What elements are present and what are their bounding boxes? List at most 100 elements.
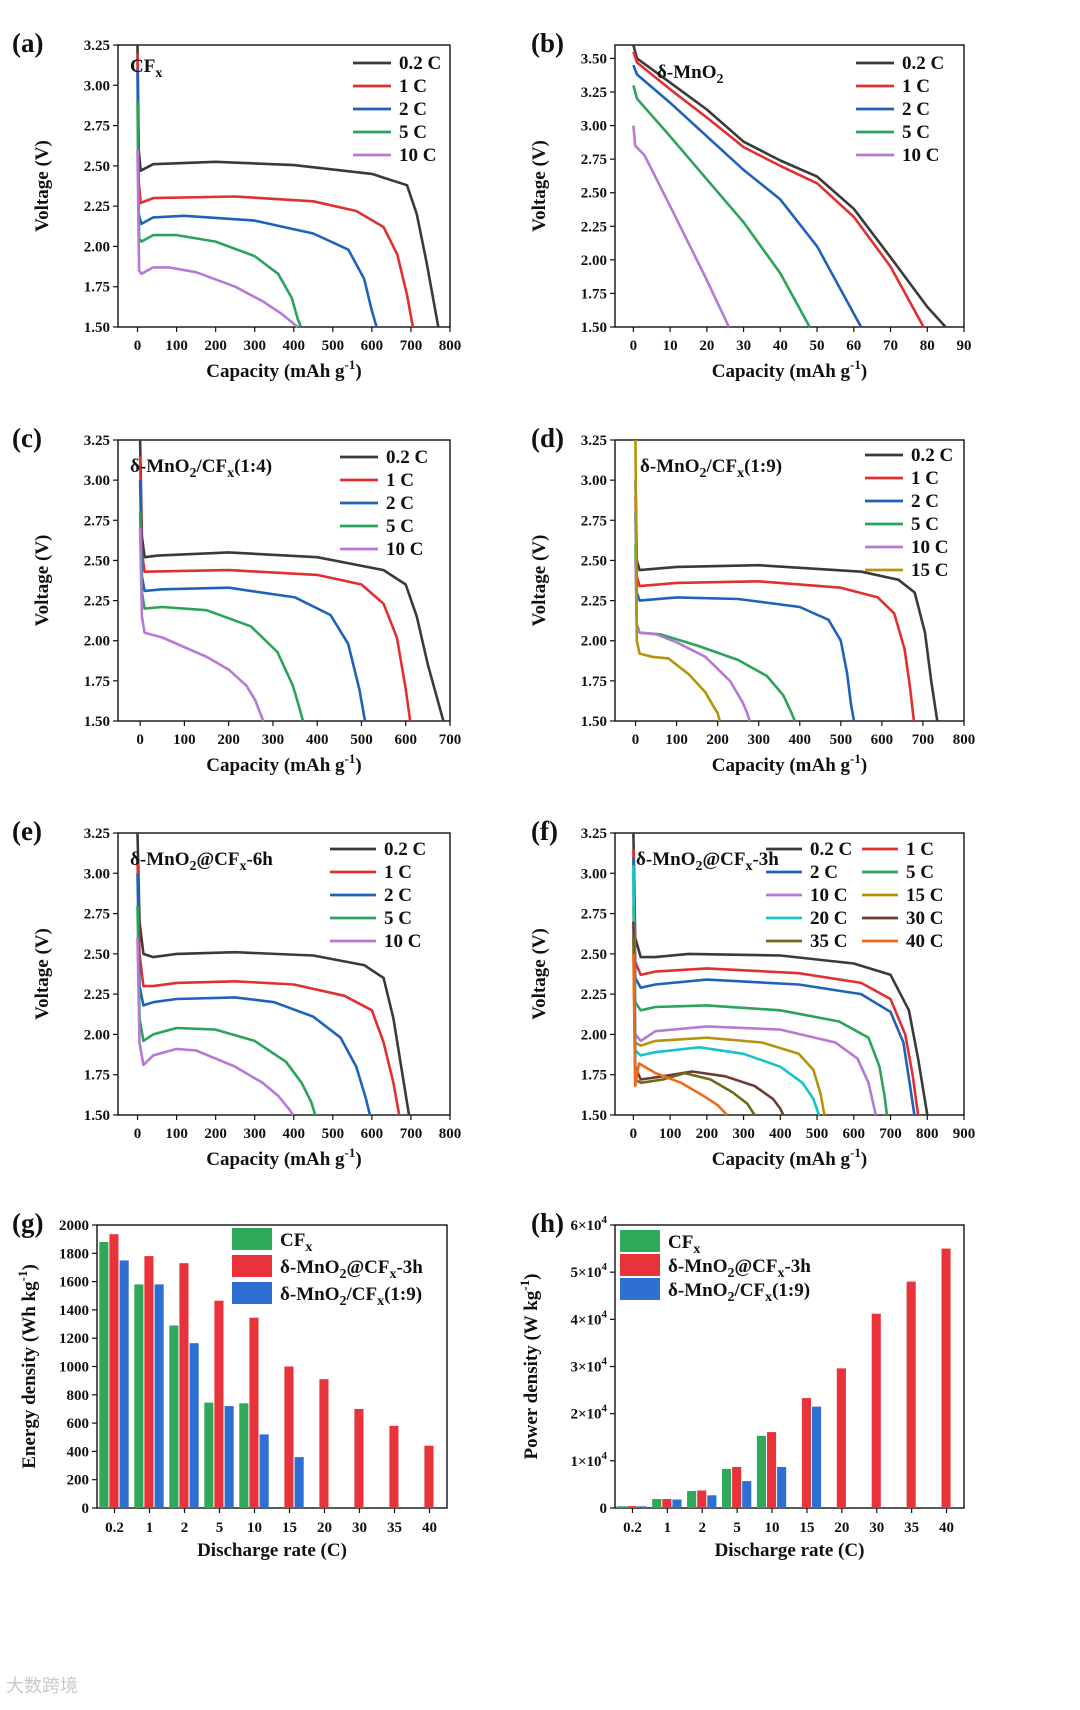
legend-label: 5 C	[902, 122, 930, 143]
bar-MnO2CFx3h-30	[871, 1313, 881, 1508]
y-tick-label: 1.75	[84, 674, 110, 690]
series-line-5C	[632, 84, 811, 328]
y-tick-label: 6×104	[570, 1214, 607, 1234]
x-tick-label: 700	[400, 338, 423, 354]
x-axis-label: Capacity (mAh g-1)	[712, 1145, 867, 1170]
legend-label: 1 C	[906, 839, 934, 860]
x-tick-label: 400	[769, 1126, 792, 1142]
x-tick-label: 35	[904, 1520, 919, 1536]
y-tick-label: 1200	[59, 1331, 89, 1347]
y-tick-label: 2.50	[581, 553, 607, 569]
x-tick-label: 2	[181, 1520, 189, 1536]
bar-MnO2CFx19-1	[154, 1284, 164, 1508]
legend-label: 5 C	[384, 908, 412, 929]
x-tick-label: 300	[243, 1126, 266, 1142]
bar-MnO2CFx19-0.2	[119, 1260, 129, 1508]
x-tick-label: 700	[912, 732, 935, 748]
panel-label: (e)	[12, 816, 42, 846]
x-tick-label: 30	[869, 1520, 884, 1536]
bar-MnO2CFx19-2	[707, 1495, 717, 1508]
series-line-2C	[138, 480, 367, 722]
legend-swatch	[232, 1282, 272, 1304]
legend-label: δ-MnO2@CFx-3h	[280, 1257, 423, 1282]
plot-frame-b	[614, 44, 965, 328]
x-tick-label: 10	[663, 338, 678, 354]
y-tick-label: 3.25	[581, 85, 607, 101]
x-axis-label: Discharge rate (C)	[197, 1540, 347, 1561]
chart-panel-a: 0 100 200 300 400 500 600 700 800 1.50 1.75 2.00 2.2…	[12, 28, 461, 382]
legend-label: CFx	[668, 1232, 700, 1257]
y-tick-label: 5×104	[570, 1261, 607, 1281]
x-tick-label: 0	[136, 732, 144, 748]
legend-label: 2 C	[399, 99, 427, 120]
bar-MnO2CFx19-10	[259, 1434, 269, 1508]
x-tick-label: 700	[439, 732, 462, 748]
x-axis-label: Discharge rate (C)	[715, 1540, 865, 1561]
series-line-2C	[136, 69, 378, 328]
bar-CFx-2	[687, 1491, 697, 1508]
x-tick-label: 100	[659, 1126, 682, 1142]
chart-panel-c: 0 100 200 300 400 500 600 700 1.50 1.75 2.00 2.25 2.…	[12, 423, 461, 776]
legend-label: 2 C	[810, 862, 838, 883]
material-annotation: δ-MnO2/CFx(1:4)	[130, 456, 272, 481]
x-tick-label: 2	[699, 1520, 707, 1536]
chart-panel-g: 0.2 1 2 5 10 15 20 30 35 400200400600800100012001…	[12, 1208, 448, 1561]
y-tick-label: 1.75	[581, 286, 607, 302]
y-tick-label: 0	[82, 1501, 90, 1517]
y-tick-label: 3.00	[84, 866, 110, 882]
legend-label: 2 C	[902, 99, 930, 120]
series-line-10C	[138, 528, 265, 722]
legend-label: 5 C	[386, 516, 414, 537]
series-line-0p2C	[634, 480, 939, 722]
x-tick-label: 100	[173, 732, 196, 748]
y-tick-label: 2.25	[581, 987, 607, 1003]
series-line-1C	[136, 53, 415, 328]
x-tick-label: 0.2	[623, 1520, 642, 1536]
y-tick-label: 1.50	[581, 320, 607, 336]
bar-MnO2CFx3h-15	[284, 1366, 294, 1508]
series-line-1C	[632, 849, 920, 1116]
series-line-0p2C	[632, 44, 947, 328]
x-tick-label: 90	[957, 338, 972, 354]
y-tick-label: 1.75	[581, 1068, 607, 1084]
y-tick-label: 3.00	[581, 473, 607, 489]
series-line-5C	[632, 873, 889, 1116]
material-annotation: δ-MnO2@CFx-3h	[636, 849, 779, 874]
x-tick-label: 400	[283, 338, 306, 354]
series-line-2C	[632, 857, 916, 1116]
x-tick-label: 700	[879, 1126, 902, 1142]
series-line-5C	[136, 905, 317, 1116]
bar-MnO2CFx3h-20	[836, 1368, 846, 1508]
legend-label: δ-MnO2/CFx(1:9)	[668, 1280, 810, 1305]
series-line-30C	[632, 921, 785, 1116]
bar-MnO2CFx3h-20	[319, 1379, 329, 1508]
x-tick-label: 10	[247, 1520, 262, 1536]
x-tick-label: 80	[920, 338, 935, 354]
legend-swatch	[620, 1230, 660, 1252]
legend-label: 10 C	[902, 145, 939, 166]
y-tick-label: 2×104	[570, 1403, 607, 1423]
series-line-5C	[138, 512, 305, 722]
legend-label: 10 C	[384, 931, 421, 952]
x-tick-label: 400	[283, 1126, 306, 1142]
x-tick-label: 300	[747, 732, 770, 748]
y-tick-label: 1600	[59, 1275, 89, 1291]
y-tick-label: 2.25	[84, 594, 110, 610]
y-tick-label: 1.50	[84, 1108, 110, 1124]
series-line-10C	[136, 937, 295, 1116]
series-line-1C	[136, 857, 401, 1116]
chart-panel-b: 0 10 20 30 40 50 60 70 80 90 1.50 1.75 2.00 2.25 2.50 2…	[529, 28, 972, 382]
bar-CFx-0.2	[617, 1506, 627, 1508]
y-tick-label: 3.00	[84, 78, 110, 94]
bar-CFx-2	[169, 1325, 179, 1508]
plot-frame-c	[117, 439, 451, 722]
bar-MnO2CFx3h-35	[906, 1281, 916, 1508]
x-tick-label: 600	[871, 732, 894, 748]
legend-label: 5 C	[906, 862, 934, 883]
y-axis-label: Voltage (V)	[529, 140, 550, 232]
x-tick-label: 0	[630, 1126, 638, 1142]
x-tick-label: 20	[699, 338, 714, 354]
legend-label: δ-MnO2/CFx(1:9)	[280, 1284, 422, 1309]
x-tick-label: 0	[630, 338, 638, 354]
